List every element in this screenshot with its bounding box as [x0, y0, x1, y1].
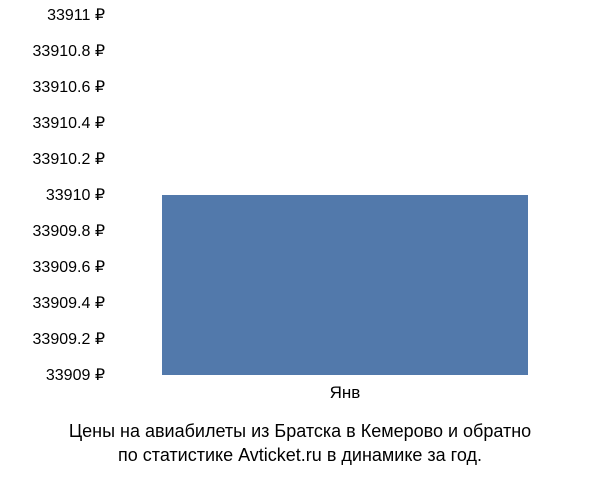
bar-jan	[162, 195, 529, 375]
y-tick-label: 33910.8 ₽	[0, 41, 105, 61]
y-tick-label: 33911 ₽	[0, 5, 105, 25]
plot-area	[110, 15, 580, 375]
y-tick-label: 33910.6 ₽	[0, 77, 105, 97]
y-tick-label: 33910.2 ₽	[0, 149, 105, 169]
caption-line-1: Цены на авиабилеты из Братска в Кемерово…	[69, 421, 531, 441]
y-tick-label: 33909.4 ₽	[0, 293, 105, 313]
chart-caption: Цены на авиабилеты из Братска в Кемерово…	[0, 419, 600, 468]
y-tick-label: 33909.6 ₽	[0, 257, 105, 277]
y-tick-label: 33909.8 ₽	[0, 221, 105, 241]
x-axis-label: Янв	[162, 383, 529, 403]
y-tick-label: 33910.4 ₽	[0, 113, 105, 133]
y-tick-label: 33910 ₽	[0, 185, 105, 205]
y-tick-label: 33909 ₽	[0, 365, 105, 385]
caption-line-2: по статистике Avticket.ru в динамике за …	[118, 445, 482, 465]
y-axis: 33909 ₽33909.2 ₽33909.4 ₽33909.6 ₽33909.…	[0, 15, 105, 375]
y-tick-label: 33909.2 ₽	[0, 329, 105, 349]
chart-container: 33909 ₽ 33909.2 ₽ 33909.4 ₽ 33909.6 ₽ 33909.…	[0, 0, 600, 500]
